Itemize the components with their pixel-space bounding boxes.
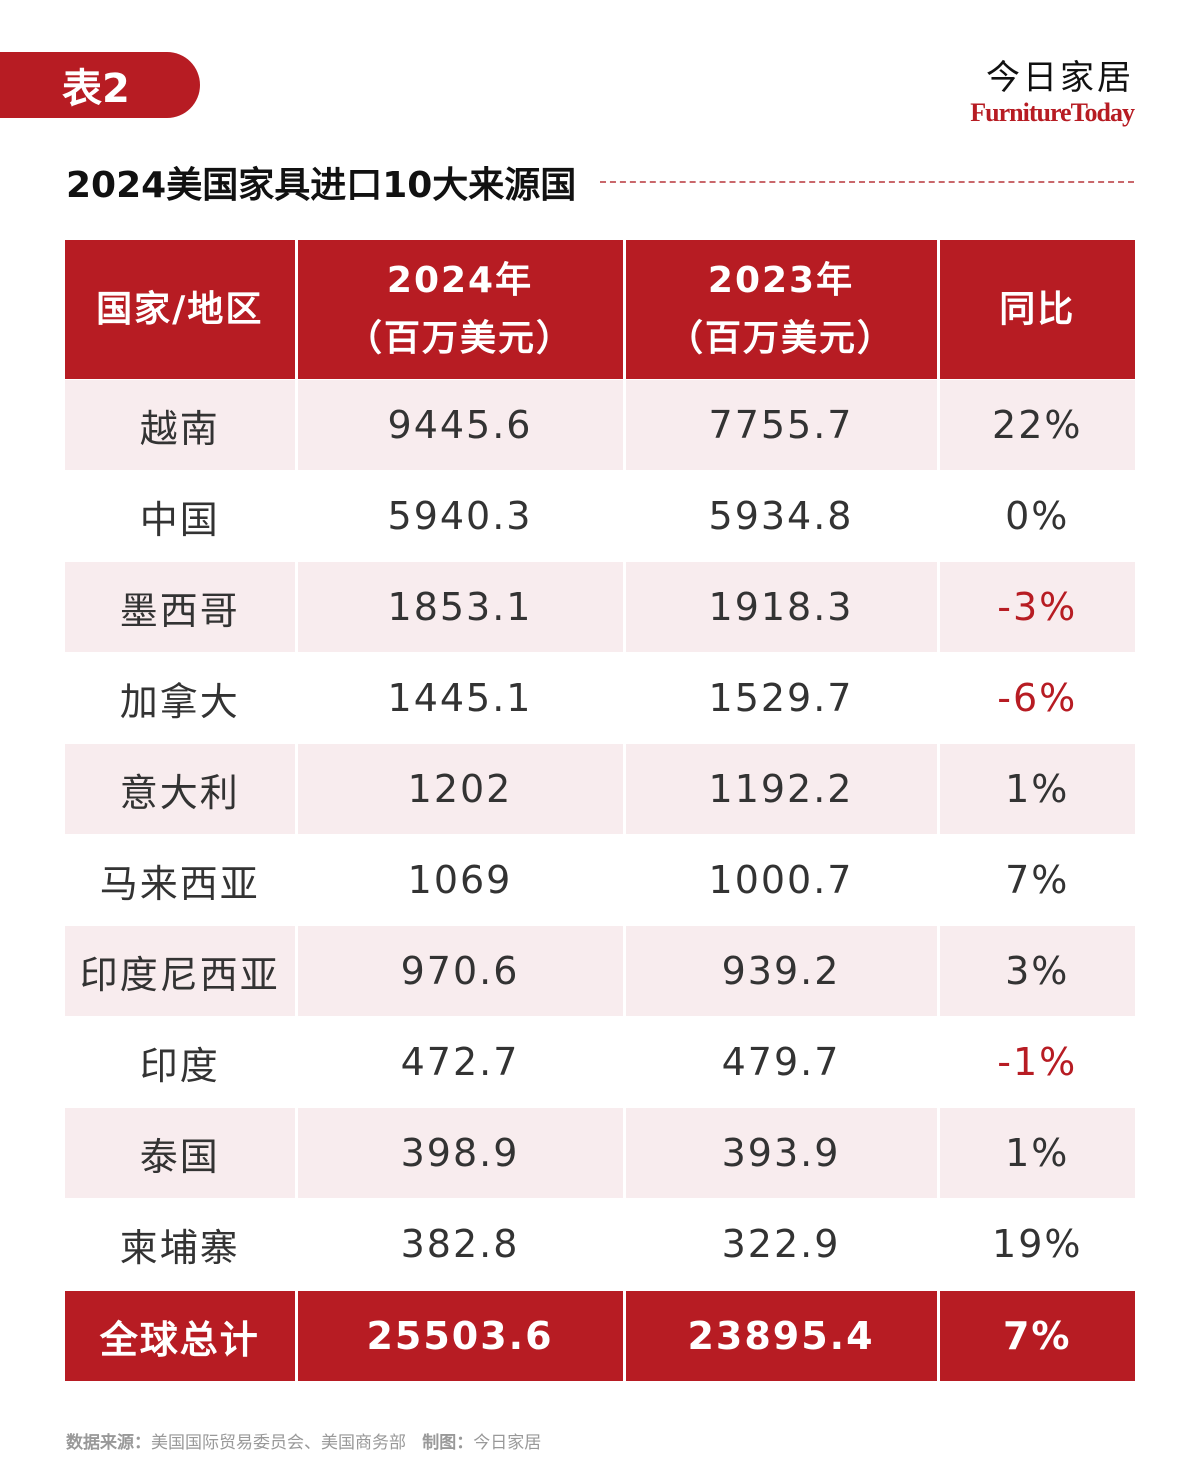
- total-row: 全球总计 25503.6 23895.4 7%: [65, 1289, 1135, 1381]
- cell-yoy: 7%: [938, 834, 1135, 926]
- header-country: 国家/地区: [65, 240, 298, 380]
- cell-2023: 393.9: [624, 1107, 940, 1199]
- cell-2024: 398.9: [296, 1107, 626, 1199]
- cell-2023: 5934.8: [624, 470, 940, 562]
- table-number-label: 表2: [62, 66, 130, 112]
- total-country: 全球总计: [65, 1289, 298, 1381]
- header-2023: 2023年 （百万美元）: [624, 240, 940, 380]
- table-row: 加拿大 1445.1 1529.7 -6%: [65, 652, 1135, 744]
- cell-country: 越南: [65, 379, 298, 471]
- cell-yoy: -6%: [938, 652, 1135, 744]
- cell-2023: 479.7: [624, 1016, 940, 1108]
- import-table: 国家/地区 2024年 （百万美元） 2023年 （百万美元） 同比 越南 9445.…: [65, 240, 1135, 1381]
- brand-logo: 今日家居 FurnitureToday: [970, 58, 1135, 128]
- table-row: 越南 9445.6 7755.7 22%: [65, 379, 1135, 471]
- cell-2023: 1192.2: [624, 743, 940, 835]
- cell-yoy: -3%: [938, 561, 1135, 653]
- cell-country: 印度: [65, 1016, 298, 1108]
- cell-yoy: 3%: [938, 925, 1135, 1017]
- total-2023: 23895.4: [624, 1289, 940, 1381]
- cell-2023: 1000.7: [624, 834, 940, 926]
- cell-2024: 1445.1: [296, 652, 626, 744]
- table-number-tag: 表2: [0, 52, 200, 118]
- cell-2024: 382.8: [296, 1198, 626, 1290]
- cell-yoy: -1%: [938, 1016, 1135, 1108]
- page-title: 2024美国家具进口10大来源国: [66, 165, 577, 206]
- header-2024: 2024年 （百万美元）: [296, 240, 626, 380]
- cell-country: 墨西哥: [65, 561, 298, 653]
- cell-2024: 1069: [296, 834, 626, 926]
- table-row: 中国 5940.3 5934.8 0%: [65, 470, 1135, 562]
- title-divider: [600, 181, 1134, 183]
- total-yoy: 7%: [938, 1289, 1135, 1381]
- cell-yoy: 1%: [938, 743, 1135, 835]
- cell-2024: 1202: [296, 743, 626, 835]
- cell-country: 柬埔寨: [65, 1198, 298, 1290]
- cell-2023: 1918.3: [624, 561, 940, 653]
- title-row: 2024美国家具进口10大来源国: [66, 154, 1134, 210]
- table-row: 柬埔寨 382.8 322.9 19%: [65, 1198, 1135, 1290]
- cell-country: 中国: [65, 470, 298, 562]
- cell-2024: 970.6: [296, 925, 626, 1017]
- table-body: 越南 9445.6 7755.7 22% 中国 5940.3 5934.8 0% 墨西哥 1853…: [65, 379, 1135, 1381]
- table-row: 意大利 1202 1192.2 1%: [65, 743, 1135, 835]
- cell-country: 泰国: [65, 1107, 298, 1199]
- table-header-row: 国家/地区 2024年 （百万美元） 2023年 （百万美元） 同比: [65, 240, 1135, 380]
- cell-2024: 1853.1: [296, 561, 626, 653]
- cell-2024: 9445.6: [296, 379, 626, 471]
- cell-country: 意大利: [65, 743, 298, 835]
- cell-2023: 7755.7: [624, 379, 940, 471]
- brand-name-en: FurnitureToday: [970, 98, 1135, 127]
- table-row: 墨西哥 1853.1 1918.3 -3%: [65, 561, 1135, 653]
- cell-2023: 322.9: [624, 1198, 940, 1290]
- table-row: 印度尼西亚 970.6 939.2 3%: [65, 925, 1135, 1017]
- cell-2023: 1529.7: [624, 652, 940, 744]
- cell-yoy: 1%: [938, 1107, 1135, 1199]
- table-row: 泰国 398.9 393.9 1%: [65, 1107, 1135, 1199]
- cell-yoy: 0%: [938, 470, 1135, 562]
- source-note: 数据来源：美国国际贸易委员会、美国商务部 制图：今日家居: [66, 1433, 542, 1453]
- cell-2024: 5940.3: [296, 470, 626, 562]
- cell-2023: 939.2: [624, 925, 940, 1017]
- cell-country: 加拿大: [65, 652, 298, 744]
- cell-yoy: 19%: [938, 1198, 1135, 1290]
- cell-2024: 472.7: [296, 1016, 626, 1108]
- table-row: 马来西亚 1069 1000.7 7%: [65, 834, 1135, 926]
- cell-country: 印度尼西亚: [65, 925, 298, 1017]
- total-2024: 25503.6: [296, 1289, 626, 1381]
- cell-country: 马来西亚: [65, 834, 298, 926]
- cell-yoy: 22%: [938, 379, 1135, 471]
- brand-name-cn: 今日家居: [986, 58, 1134, 98]
- table-row: 印度 472.7 479.7 -1%: [65, 1016, 1135, 1108]
- header-yoy: 同比: [938, 240, 1135, 380]
